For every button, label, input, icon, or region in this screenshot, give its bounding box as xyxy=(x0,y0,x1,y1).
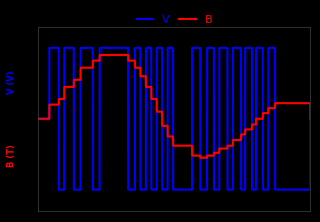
B xyxy=(198,157,202,159)
V xyxy=(291,188,295,191)
V xyxy=(57,188,61,191)
B xyxy=(291,102,295,105)
B xyxy=(231,139,235,141)
B xyxy=(98,54,101,56)
V xyxy=(308,117,312,120)
V xyxy=(231,47,235,49)
B xyxy=(201,157,205,159)
B xyxy=(165,125,169,127)
B xyxy=(308,117,312,120)
Text: V (V): V (V) xyxy=(7,70,16,94)
V xyxy=(165,188,169,191)
V xyxy=(47,47,51,49)
Text: B (T): B (T) xyxy=(7,144,16,167)
Line: B: B xyxy=(38,55,310,158)
B xyxy=(211,154,215,157)
V xyxy=(36,117,40,120)
V xyxy=(104,47,108,49)
V xyxy=(201,188,205,191)
B xyxy=(36,117,40,120)
Legend: V, B: V, B xyxy=(132,10,216,29)
V xyxy=(211,47,215,49)
B xyxy=(104,54,108,56)
Line: V: V xyxy=(38,48,310,190)
